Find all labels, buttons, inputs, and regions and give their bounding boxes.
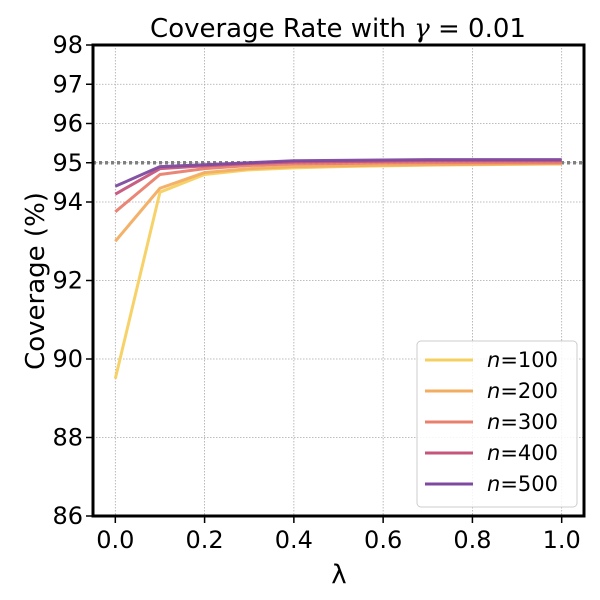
legend-label: n=300: [487, 410, 558, 434]
legend-label: n=400: [487, 441, 558, 465]
legend-label: n=100: [487, 348, 558, 372]
x-tick-label: 1.0: [543, 526, 581, 554]
y-tick-label: 86: [52, 502, 83, 530]
series-line-n-500: [114, 158, 562, 188]
y-tick-label: 95: [52, 149, 83, 177]
legend-label: n=500: [487, 472, 558, 496]
y-tick-label: 90: [52, 345, 83, 373]
y-tick-label: 94: [52, 188, 83, 216]
series-lines: [113, 158, 562, 379]
x-tick-label: 0.6: [364, 526, 402, 554]
y-tick-label: 96: [52, 110, 83, 138]
legend-label: n=200: [487, 379, 558, 403]
x-axis-label: λ: [331, 560, 346, 590]
series-line-n-300: [114, 161, 562, 213]
y-tick-label: 97: [52, 70, 83, 98]
x-tick-label: 0.8: [453, 526, 491, 554]
y-tick-label: 88: [52, 424, 83, 452]
y-axis-ticks: 86 88 90 92 94 95 96 97 98: [52, 31, 93, 530]
legend: n=100 n=200 n=300 n=400 n=500: [416, 340, 578, 508]
legend-box: [416, 340, 578, 508]
y-tick-label: 98: [52, 31, 83, 59]
x-axis-ticks: 0.0 0.2 0.4 0.6 0.8 1.0: [96, 516, 581, 554]
x-tick-label: 0.0: [96, 526, 134, 554]
y-axis-label: Coverage (%): [21, 192, 51, 370]
chart-title: Coverage Rate with γ = 0.01: [150, 14, 526, 44]
x-tick-label: 0.2: [186, 526, 224, 554]
x-tick-label: 0.4: [275, 526, 313, 554]
y-tick-label: 92: [52, 267, 83, 295]
series-line-n-200: [114, 162, 562, 243]
